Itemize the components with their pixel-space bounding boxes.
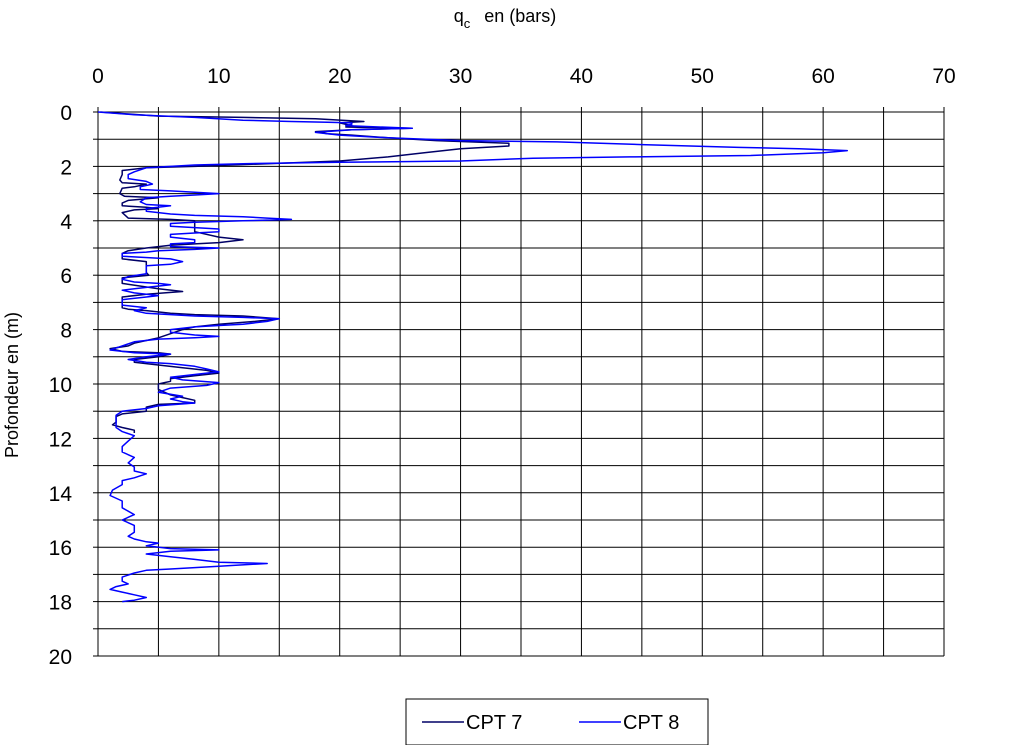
y-tick-label: 6 <box>60 265 72 288</box>
x-tick-label: 20 <box>328 65 351 88</box>
y-tick-label: 14 <box>49 483 73 506</box>
x-axis-title-main: q <box>454 6 464 26</box>
y-tick-label: 0 <box>60 102 72 125</box>
y-tick-labels: 0 2 4 6 8 10 12 14 16 18 20 <box>49 102 73 669</box>
y-tick-label: 18 <box>49 592 72 615</box>
grid <box>93 107 945 657</box>
x-tick-label: 60 <box>811 65 834 88</box>
y-tick-label: 2 <box>60 156 72 179</box>
y-tick-label: 12 <box>49 428 72 451</box>
y-tick-label: 16 <box>49 537 72 560</box>
y-axis-title: Profondeur en (m) <box>2 312 22 458</box>
x-axis-title-sub: c <box>464 16 471 31</box>
x-axis-title-rest: en (bars) <box>484 6 556 26</box>
legend-label-cpt7: CPT 7 <box>466 712 522 734</box>
x-tick-label: 40 <box>570 65 593 88</box>
series-lines <box>97 111 849 603</box>
y-tick-label: 4 <box>60 211 72 234</box>
legend-label-cpt8: CPT 8 <box>623 712 679 734</box>
y-tick-label: 10 <box>49 374 72 397</box>
y-tick-label: 20 <box>49 646 72 669</box>
x-tick-label: 30 <box>449 65 472 88</box>
legend: CPT 7 CPT 8 <box>405 698 709 745</box>
x-tick-label: 10 <box>207 65 230 88</box>
series-line-cpt8 <box>97 111 849 603</box>
x-tick-label: 0 <box>92 65 104 88</box>
x-tick-label: 50 <box>691 65 714 88</box>
series-line-cpt7 <box>100 111 510 433</box>
x-tick-labels: 0 10 20 30 40 50 60 70 <box>92 65 956 88</box>
x-axis-title: qc en (bars) <box>454 6 557 31</box>
y-tick-label: 8 <box>60 320 72 343</box>
x-tick-label: 70 <box>932 65 955 88</box>
